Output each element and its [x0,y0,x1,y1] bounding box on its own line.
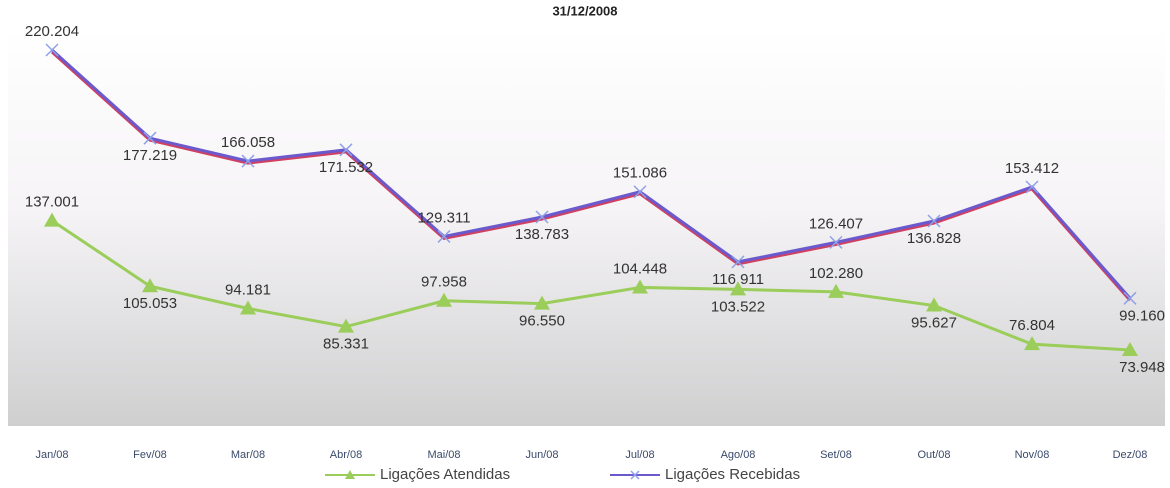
x-tick-label: Mai/08 [427,449,460,461]
plot-area [8,28,1165,426]
data-label: 153.412 [1005,160,1059,177]
marker [241,154,255,168]
marker [143,131,157,145]
data-label: 96.550 [519,313,565,330]
data-label: 136.828 [907,230,961,247]
legend-label: Ligações Recebidas [665,466,800,483]
marker [45,43,59,57]
marker [633,185,647,199]
marker [927,214,941,228]
marker [926,297,942,312]
x-tick-label: Ago/08 [721,449,756,461]
x-tick-label: Jun/08 [525,449,558,461]
marker [338,318,354,333]
x-tick-label: Abr/08 [330,449,362,461]
data-label: 220.204 [25,23,79,40]
marker [240,300,256,315]
marker [1024,336,1040,351]
data-label: 73.948 [1119,359,1165,376]
data-label: 151.086 [613,165,667,182]
marker [534,295,550,310]
x-tick-label: Set/08 [820,449,852,461]
marker [632,279,648,294]
marker [44,212,60,227]
legend-label: Ligações Atendidas [380,466,510,483]
data-label: 99.160 [1119,307,1165,324]
data-label: 94.181 [225,281,271,298]
data-label: 177.219 [123,147,177,164]
data-label: 104.448 [613,260,667,277]
data-label: 105.053 [123,295,177,312]
marker [1025,180,1039,194]
x-tick-label: Dez/08 [1113,449,1148,461]
data-label: 103.522 [711,298,765,315]
data-label: 116.911 [712,271,764,288]
legend-marker [630,470,640,480]
marker [437,229,451,243]
marker [142,278,158,293]
marker [829,235,843,249]
data-label: 137.001 [25,194,79,211]
legend-marker [345,470,355,479]
marker [828,283,844,298]
data-label: 129.311 [417,209,470,226]
x-tick-label: Jul/08 [625,449,654,461]
data-label: 95.627 [911,315,957,332]
marker [339,143,353,157]
line-shadow [50,50,1132,302]
marker [1123,291,1137,305]
data-label: 97.958 [421,274,467,291]
data-label: 166.058 [221,134,275,151]
data-label: 126.407 [809,215,863,232]
x-tick-label: Mar/08 [231,449,265,461]
data-label: 85.331 [323,336,369,353]
x-tick-label: Out/08 [917,449,950,461]
x-tick-label: Nov/08 [1015,449,1050,461]
marker [730,281,746,296]
data-label: 102.280 [809,265,863,282]
chart-title: 31/12/2008 [552,3,617,18]
line [51,219,1131,352]
marker [535,210,549,224]
data-label: 138.783 [515,226,569,243]
x-tick-label: Fev/08 [133,449,167,461]
marker [1122,342,1138,356]
data-label: 171.532 [319,159,373,176]
marker [436,292,452,307]
line [50,48,1132,300]
marker [731,255,745,269]
x-tick-label: Jan/08 [35,449,68,461]
data-label: 76.804 [1009,317,1055,334]
